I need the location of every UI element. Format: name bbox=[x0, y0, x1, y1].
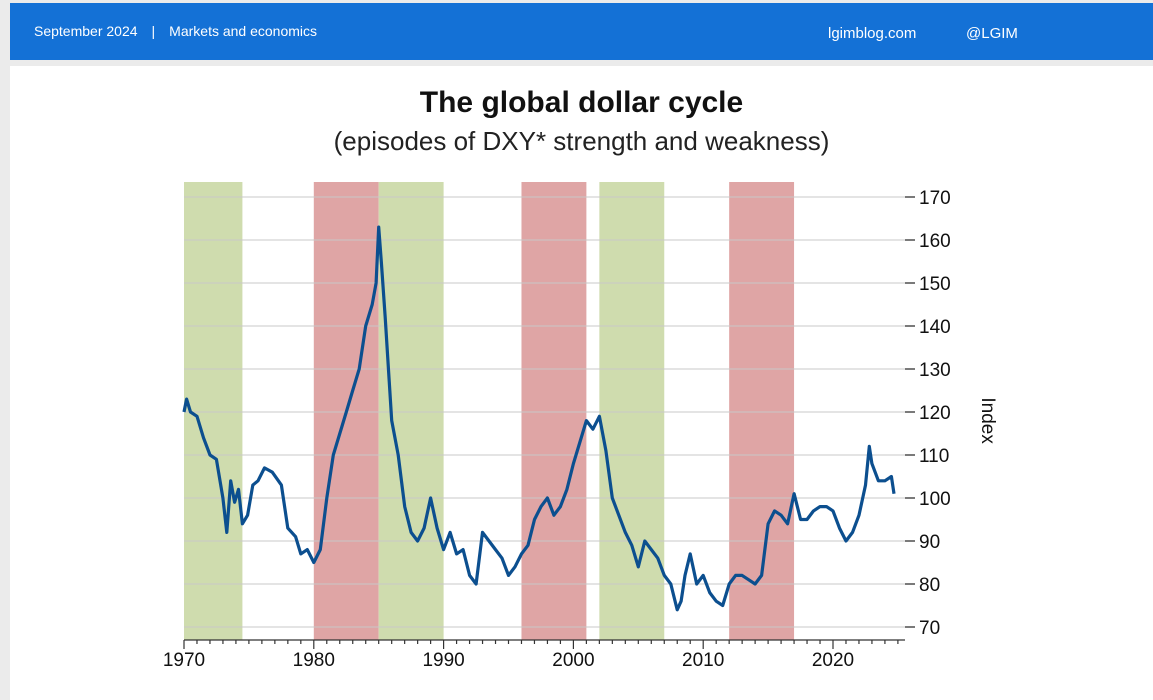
axes: 70 80 90 100 110 120 130 140 150 160 170 1970 1980 19… bbox=[163, 188, 951, 671]
banner-separator: | bbox=[151, 23, 156, 39]
y-tick-label-80: 80 bbox=[919, 575, 940, 596]
y-tick-label-100: 100 bbox=[919, 489, 951, 510]
x-tick-label-2020: 2020 bbox=[812, 650, 854, 671]
banner-section: Markets and economics bbox=[169, 23, 318, 39]
site-link[interactable]: lgimblog.com bbox=[828, 25, 917, 42]
y-tick-label-140: 140 bbox=[919, 317, 951, 338]
y-axis-label: Index bbox=[977, 397, 998, 444]
banner-left: September 2024 | Markets and economics bbox=[34, 23, 317, 39]
y-tick-label-170: 170 bbox=[919, 188, 951, 209]
dollar-cycle-chart: 70 80 90 100 110 120 130 140 150 160 170 1970 1980 19… bbox=[163, 182, 998, 671]
cycle-band-3 bbox=[378, 182, 444, 640]
y-tick-label-150: 150 bbox=[919, 274, 951, 295]
x-tick-label-1980: 1980 bbox=[293, 650, 335, 671]
cycle-band-4 bbox=[521, 182, 587, 640]
y-tick-label-120: 120 bbox=[919, 403, 951, 424]
y-tick-label-90: 90 bbox=[919, 532, 940, 553]
y-tick-label-160: 160 bbox=[919, 231, 951, 252]
cycle-band-5 bbox=[599, 182, 665, 640]
banner-date: September 2024 bbox=[34, 23, 138, 39]
top-banner: September 2024 | Markets and economics lgi… bbox=[10, 3, 1153, 60]
gridlines bbox=[184, 196, 905, 628]
x-tick-label-2000: 2000 bbox=[552, 650, 594, 671]
band-group bbox=[184, 182, 795, 640]
dxy-series-line bbox=[182, 225, 896, 612]
twitter-handle-link[interactable]: @LGIM bbox=[966, 25, 1018, 42]
chart-subtitle: (episodes of DXY* strength and weakness) bbox=[333, 126, 830, 156]
chart-title: The global dollar cycle bbox=[419, 86, 744, 119]
x-tick-label-1970: 1970 bbox=[163, 650, 205, 671]
chart-panel: The global dollar cycle (episodes of DXY… bbox=[10, 66, 1153, 700]
y-tick-label-130: 130 bbox=[919, 360, 951, 381]
y-tick-label-70: 70 bbox=[919, 618, 940, 639]
y-tick-label-110: 110 bbox=[919, 446, 949, 467]
x-tick-label-1990: 1990 bbox=[422, 650, 464, 671]
x-tick-label-2010: 2010 bbox=[682, 650, 724, 671]
cycle-band-1 bbox=[184, 182, 243, 640]
